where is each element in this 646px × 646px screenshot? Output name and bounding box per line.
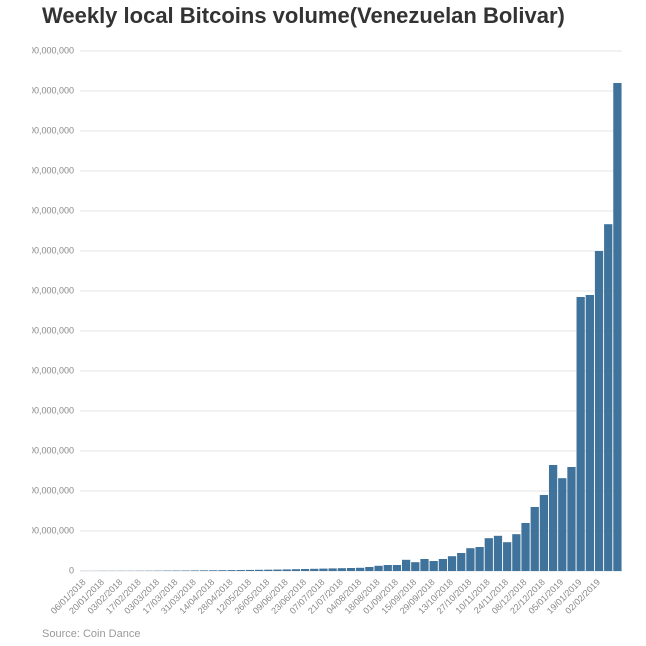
bar: [457, 553, 466, 571]
y-tick-label: 1,300,000,000: [16, 45, 74, 55]
bar: [576, 297, 585, 571]
bar: [300, 569, 310, 571]
bar: [209, 570, 218, 571]
bar: [328, 568, 337, 571]
y-tick-label: 200,000,000: [24, 485, 74, 495]
bar: [613, 83, 622, 571]
bar: [273, 569, 282, 571]
bar: [438, 559, 447, 571]
bar: [512, 534, 521, 571]
y-tick-label: 400,000,000: [24, 405, 74, 415]
bar: [447, 556, 457, 571]
y-tick-label: 500,000,000: [24, 365, 74, 375]
bar: [484, 538, 493, 571]
bar: [401, 559, 411, 571]
bar: [521, 523, 530, 571]
bar: [594, 251, 604, 571]
y-tick-label: 600,000,000: [24, 325, 74, 335]
bar: [291, 569, 301, 571]
bar: [530, 507, 539, 571]
bar: [503, 542, 512, 571]
bar: [245, 569, 255, 571]
bar: [420, 559, 429, 571]
bar: [585, 295, 594, 571]
bar: [567, 467, 576, 571]
bar: [310, 568, 319, 571]
bar: [255, 569, 264, 571]
bar: [493, 535, 503, 571]
bar: [558, 478, 567, 571]
bar: [475, 547, 484, 571]
bar: [539, 495, 549, 571]
bar: [392, 565, 402, 571]
bar: [429, 561, 438, 571]
bar: [190, 570, 199, 571]
bar: [604, 224, 613, 571]
y-tick-label: 800,000,000: [24, 245, 74, 255]
bar: [365, 567, 374, 571]
bar: [218, 570, 227, 571]
y-tick-label: 300,000,000: [24, 445, 74, 455]
y-tick-label: 0: [69, 565, 74, 575]
y-tick-label: 1,200,000,000: [16, 85, 74, 95]
bar: [383, 565, 392, 571]
source: Source: Coin Dance: [42, 628, 140, 640]
bar: [411, 562, 420, 571]
bar: [264, 569, 273, 571]
bar: [319, 568, 328, 571]
bar: [227, 570, 236, 571]
y-tick-label: 100,000,000: [24, 525, 74, 535]
bar: [236, 570, 245, 571]
bar: [466, 548, 475, 571]
chart-title: Weekly local Bitcoins volume(Venezuelan …: [42, 3, 565, 28]
bar: [548, 465, 558, 571]
bar: [337, 568, 346, 571]
bar: [356, 567, 365, 571]
y-tick-label: 1,000,000,000: [16, 165, 74, 175]
bar: [282, 569, 291, 571]
bar: [199, 570, 209, 571]
y-axis-labels: 0 100,000,000 200,000,000 300,000,000 400,00…: [16, 45, 74, 575]
y-tick-label: 700,000,000: [24, 285, 74, 295]
y-tick-label: 900,000,000: [24, 205, 74, 215]
bar: [346, 568, 356, 571]
y-tick-label: 1,100,000,000: [16, 125, 74, 135]
bar: [374, 565, 383, 571]
